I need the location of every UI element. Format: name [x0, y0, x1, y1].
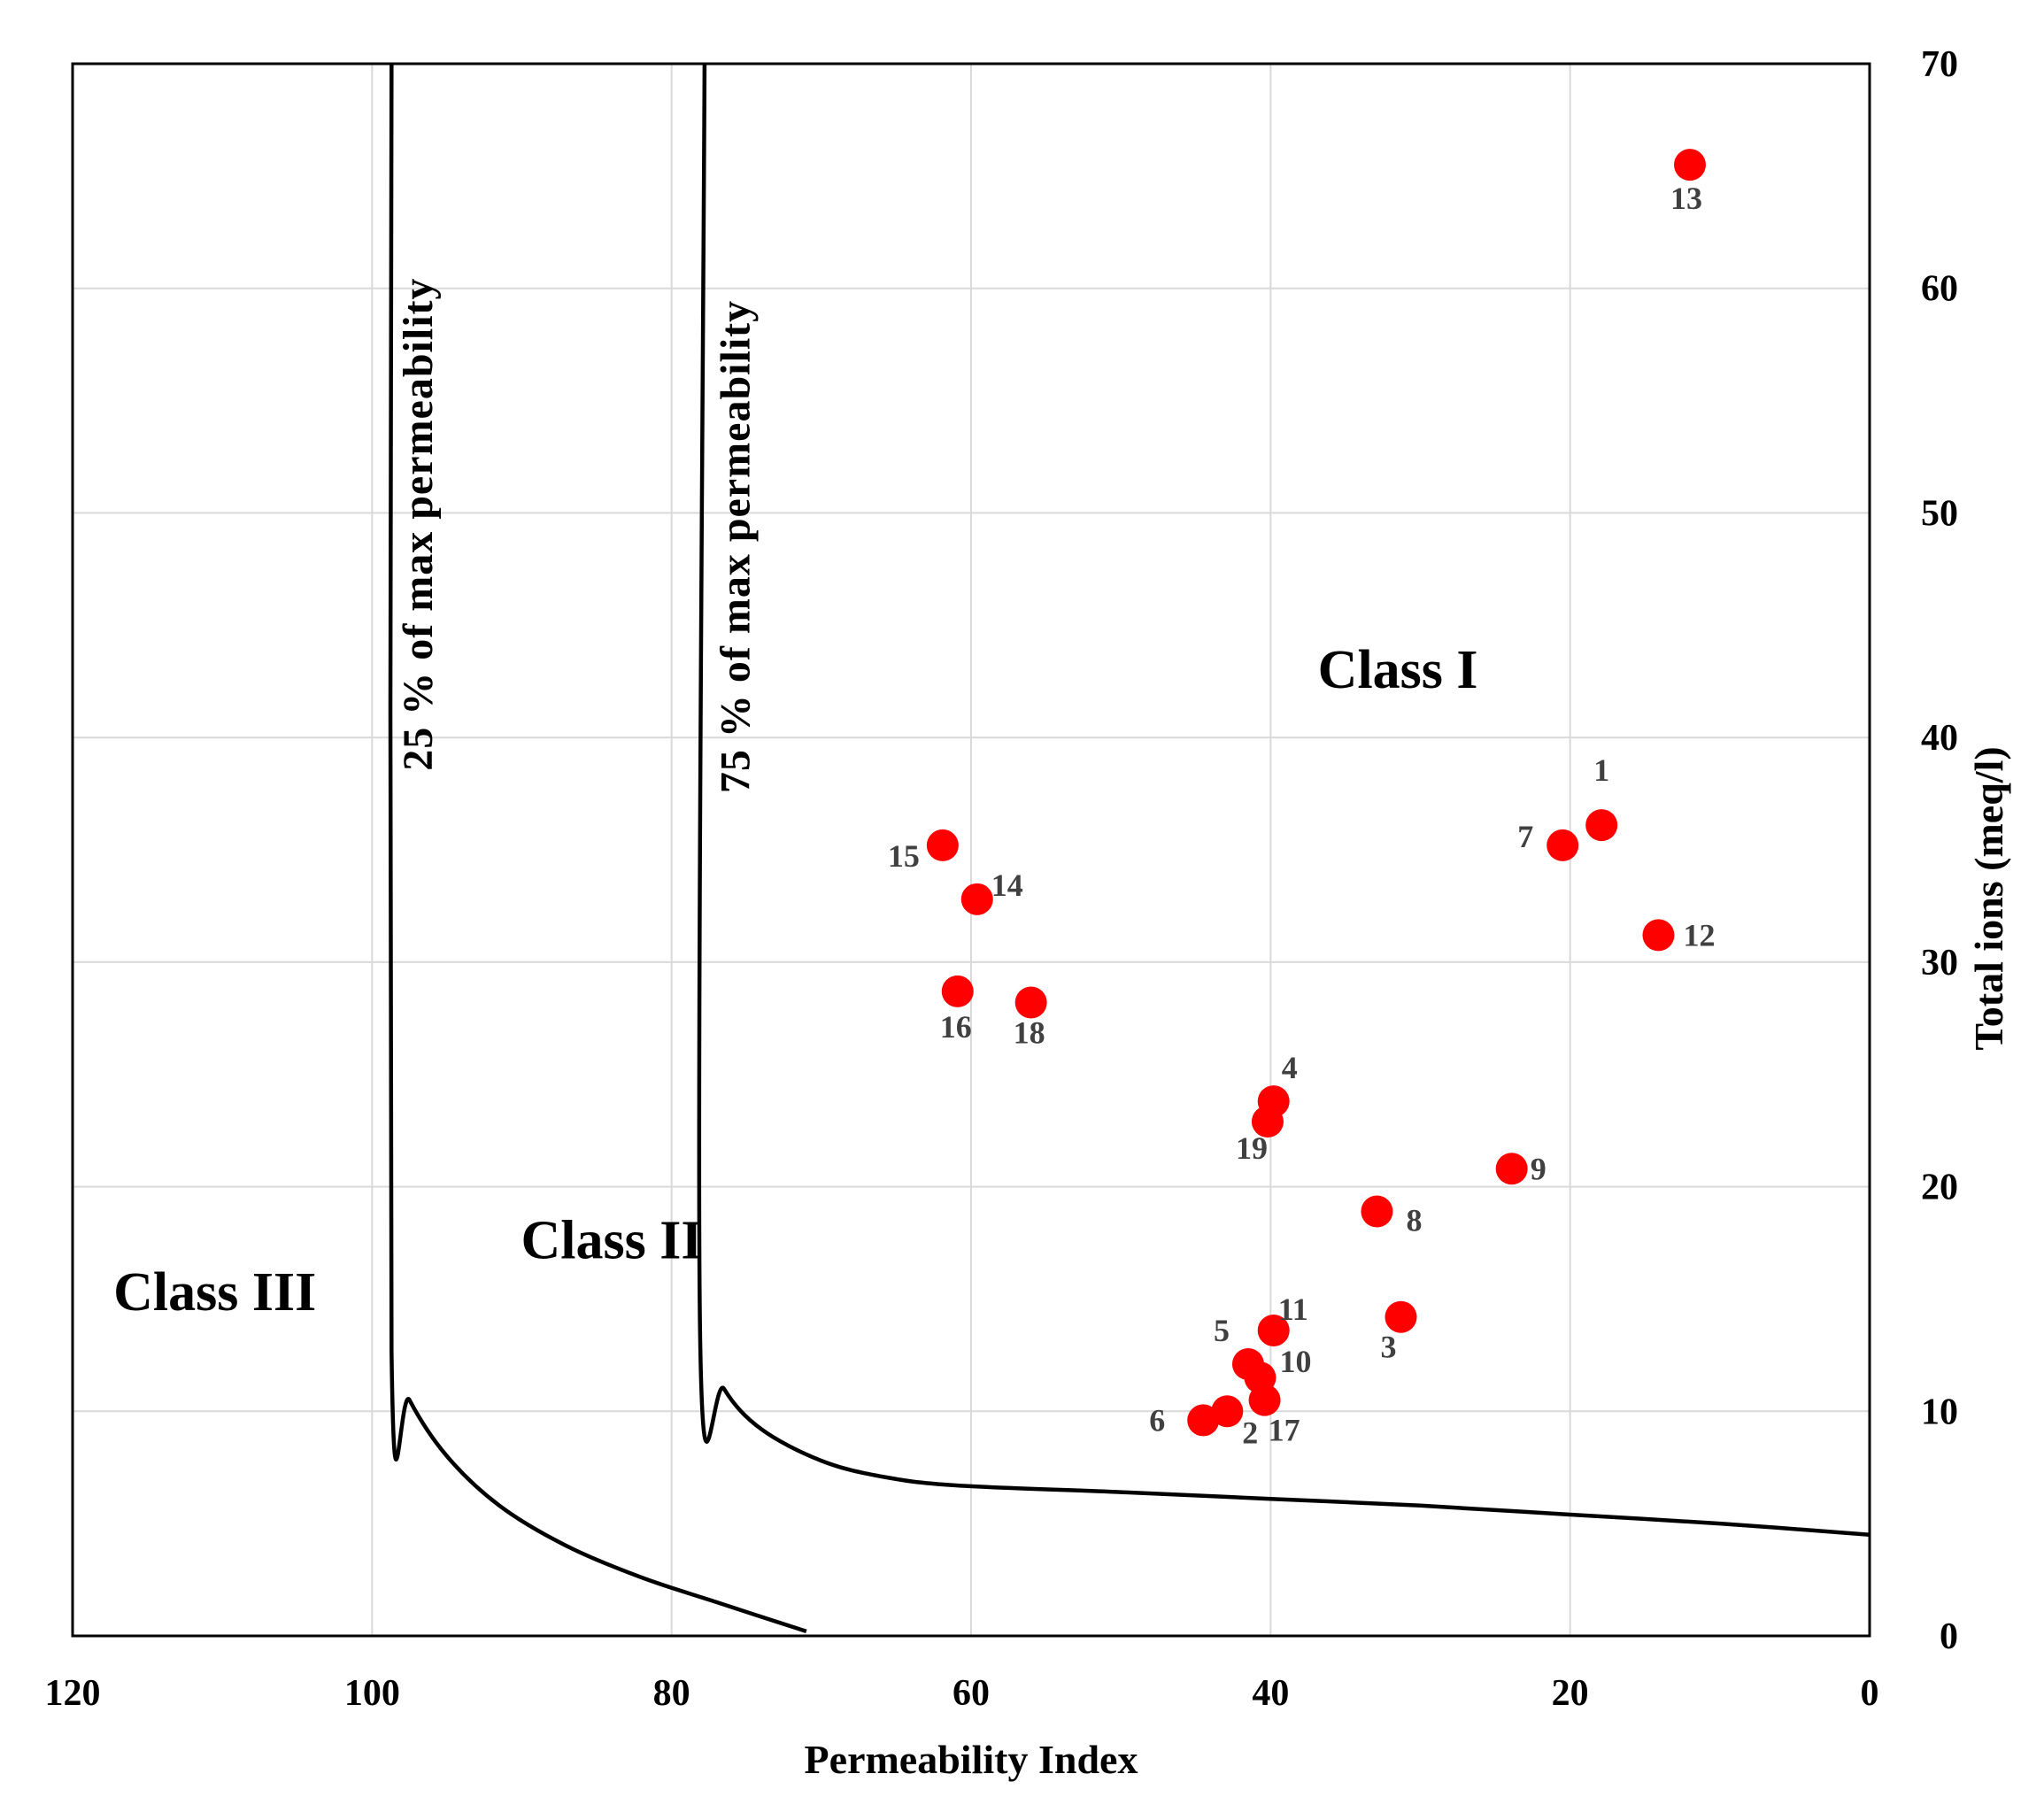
data-point: [1495, 1153, 1528, 1185]
y-tick-label: 40: [1921, 718, 1958, 759]
class-region-labels: Class I Class II Class III: [113, 640, 1477, 1323]
x-tick-label: 60: [953, 1673, 990, 1714]
data-point-label: 15: [888, 838, 920, 874]
boundary-curves: [388, 63, 1870, 1634]
data-point-label: 14: [991, 868, 1023, 903]
x-tick-label: 40: [1252, 1673, 1289, 1714]
data-point: [1585, 809, 1618, 842]
data-point-label: 8: [1406, 1202, 1422, 1238]
class-label: Class III: [113, 1262, 316, 1323]
data-point: [941, 975, 974, 1007]
class-label: Class I: [1318, 640, 1478, 700]
data-point-label: 17: [1269, 1413, 1300, 1448]
data-point-label: 19: [1236, 1130, 1268, 1166]
y-tick-label: 70: [1921, 44, 1958, 85]
y-axis-title: Total ions (meq/l): [1966, 746, 2011, 1050]
data-point: [1187, 1404, 1220, 1437]
data-point-label: 4: [1282, 1050, 1298, 1085]
x-tick-label: 20: [1552, 1673, 1589, 1714]
data-point-label: 9: [1531, 1151, 1546, 1186]
data-point-label: 16: [940, 1009, 972, 1045]
y-axis-ticks: 0 10 20 30 40 50 60 70: [1921, 44, 1958, 1657]
grid-lines: [73, 64, 1870, 1636]
data-point: [1385, 1300, 1417, 1333]
x-tick-label: 120: [45, 1673, 101, 1714]
boundary-curve: [697, 63, 1870, 1538]
y-tick-label: 50: [1921, 493, 1958, 534]
curve-label: 25 % of max permeability: [395, 277, 442, 770]
data-point: [960, 883, 993, 915]
data-point-label: 12: [1683, 917, 1715, 952]
data-point-label: 1: [1593, 752, 1609, 788]
data-point: [1361, 1195, 1393, 1228]
x-axis-ticks: 120 100 80 60 40 20 0: [45, 1673, 1879, 1714]
data-point: [1546, 829, 1579, 861]
data-point-label: 11: [1278, 1292, 1308, 1327]
y-tick-label: 10: [1921, 1392, 1958, 1432]
y-tick-label: 20: [1921, 1168, 1958, 1208]
data-point-label: 10: [1279, 1344, 1311, 1379]
data-point-label: 18: [1014, 1015, 1045, 1051]
data-point: [1642, 919, 1675, 952]
data-point-label: 2: [1242, 1415, 1258, 1450]
y-tick-label: 60: [1921, 269, 1958, 310]
data-points: [926, 149, 1706, 1437]
curve-label: 75 % of max permeability: [713, 300, 760, 793]
data-point-label: 5: [1214, 1313, 1230, 1348]
data-point-label: 3: [1381, 1330, 1397, 1365]
y-tick-label: 30: [1921, 943, 1958, 983]
x-axis-title: Permeability Index: [805, 1737, 1138, 1782]
data-point: [1211, 1395, 1244, 1428]
data-point-label: 6: [1149, 1402, 1165, 1438]
data-point: [926, 829, 959, 861]
x-tick-label: 100: [344, 1673, 400, 1714]
class-label: Class II: [521, 1210, 702, 1270]
x-tick-label: 80: [653, 1673, 690, 1714]
data-point-label: 7: [1517, 819, 1533, 854]
data-point: [1251, 1105, 1284, 1138]
data-point: [1014, 986, 1047, 1019]
boundary-curve: [388, 63, 807, 1634]
y-tick-label: 0: [1940, 1616, 1958, 1657]
x-tick-label: 0: [1861, 1673, 1879, 1714]
plot-frame: [71, 62, 1871, 1638]
data-point-label: 13: [1670, 181, 1702, 216]
boundary-curve-labels: 25 % of max permeability 75 % of max perm…: [395, 277, 760, 793]
data-point: [1257, 1314, 1290, 1346]
data-point: [1674, 149, 1706, 181]
data-point: [1248, 1384, 1281, 1416]
